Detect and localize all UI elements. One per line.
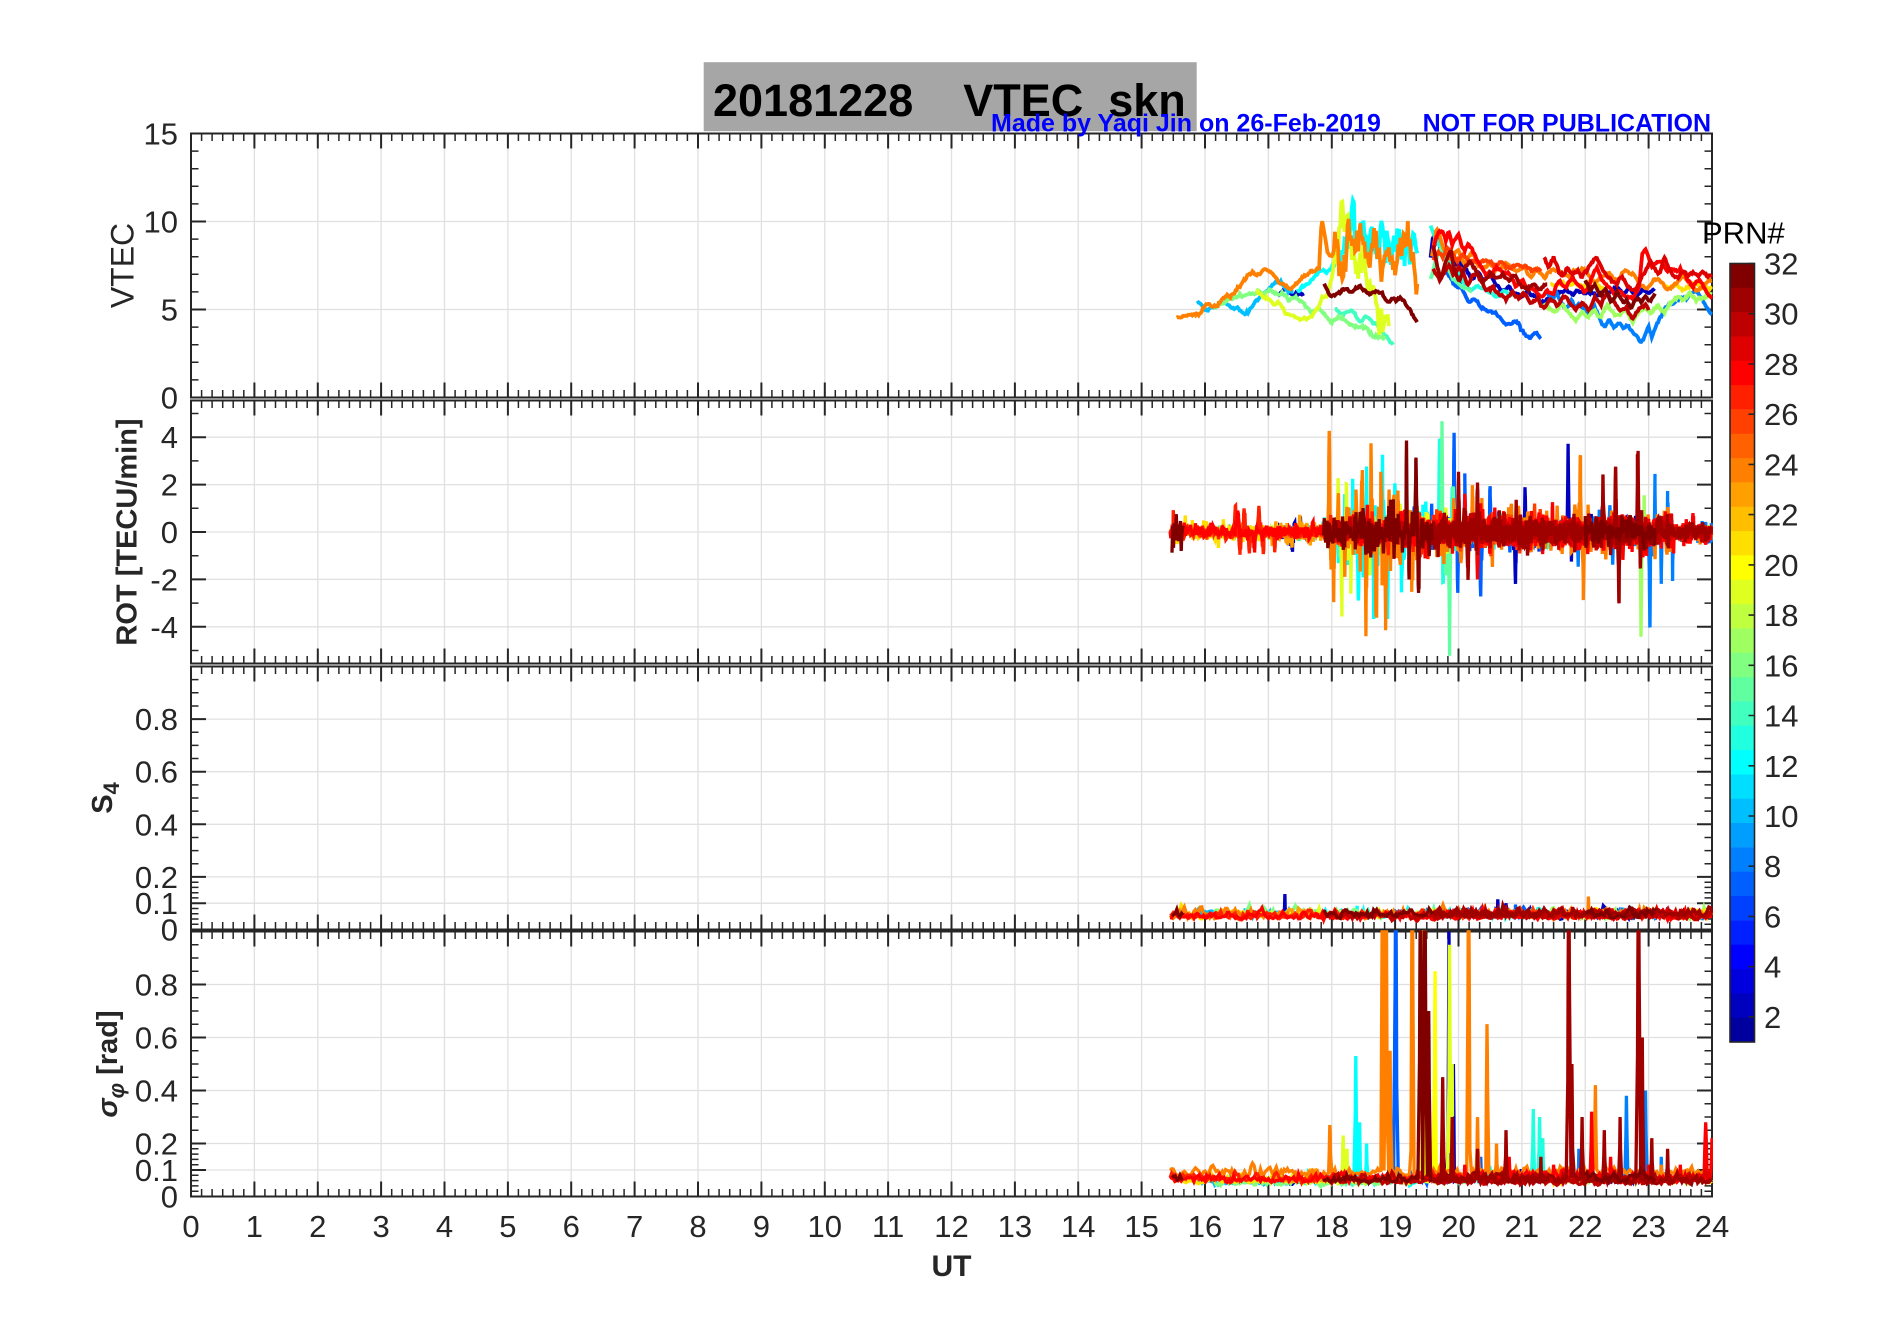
svg-text:2: 2 <box>161 468 178 503</box>
svg-text:ROT [TECU/min]: ROT [TECU/min] <box>112 418 144 645</box>
svg-text:32: 32 <box>1764 247 1798 282</box>
svg-text:7: 7 <box>626 1209 643 1244</box>
svg-text:PRN#: PRN# <box>1702 216 1785 251</box>
svg-text:10: 10 <box>808 1209 842 1244</box>
svg-text:16: 16 <box>1764 648 1798 683</box>
svg-text:18: 18 <box>1315 1209 1349 1244</box>
svg-text:26: 26 <box>1764 397 1798 432</box>
svg-text:VTEC: VTEC <box>105 223 141 308</box>
svg-text:22: 22 <box>1764 498 1798 533</box>
svg-text:14: 14 <box>1061 1209 1095 1244</box>
svg-text:3: 3 <box>372 1209 389 1244</box>
svg-text:5: 5 <box>499 1209 516 1244</box>
svg-text:10: 10 <box>1764 799 1798 834</box>
svg-text:17: 17 <box>1251 1209 1285 1244</box>
svg-text:0.6: 0.6 <box>135 1021 178 1056</box>
svg-text:σφ [rad]: σφ [rad] <box>92 1010 129 1117</box>
svg-text:10: 10 <box>144 205 178 240</box>
svg-text:5: 5 <box>161 293 178 328</box>
svg-text:0.1: 0.1 <box>135 1153 178 1188</box>
svg-text:12: 12 <box>1764 749 1798 784</box>
svg-text:4: 4 <box>161 420 178 455</box>
svg-text:0: 0 <box>161 381 178 416</box>
svg-text:NOT FOR PUBLICATION: NOT FOR PUBLICATION <box>1423 110 1711 138</box>
svg-text:6: 6 <box>563 1209 580 1244</box>
svg-text:UT: UT <box>932 1250 972 1283</box>
svg-text:20181228 VTEC skn: 20181228 VTEC skn <box>713 75 1186 126</box>
svg-text:Made by Yaqi Jin on 26-Feb-201: Made by Yaqi Jin on 26-Feb-2019 <box>991 110 1381 138</box>
svg-text:20: 20 <box>1441 1209 1475 1244</box>
svg-text:0.1: 0.1 <box>135 886 178 921</box>
svg-text:0: 0 <box>161 913 178 948</box>
svg-text:1: 1 <box>246 1209 263 1244</box>
svg-text:0.6: 0.6 <box>135 755 178 790</box>
svg-text:21: 21 <box>1505 1209 1539 1244</box>
svg-text:24: 24 <box>1764 447 1798 482</box>
svg-text:24: 24 <box>1695 1209 1729 1244</box>
svg-text:16: 16 <box>1188 1209 1222 1244</box>
svg-text:2: 2 <box>1764 1000 1781 1035</box>
svg-text:0.2: 0.2 <box>135 860 178 895</box>
svg-text:14: 14 <box>1764 699 1798 734</box>
svg-text:22: 22 <box>1568 1209 1602 1244</box>
svg-text:23: 23 <box>1631 1209 1665 1244</box>
svg-text:6: 6 <box>1764 899 1781 934</box>
svg-text:12: 12 <box>934 1209 968 1244</box>
svg-text:20: 20 <box>1764 548 1798 583</box>
svg-text:0.8: 0.8 <box>135 968 178 1003</box>
svg-text:28: 28 <box>1764 347 1798 382</box>
svg-text:18: 18 <box>1764 598 1798 633</box>
svg-text:0.4: 0.4 <box>135 807 178 842</box>
svg-text:19: 19 <box>1378 1209 1412 1244</box>
svg-text:0: 0 <box>161 1180 178 1215</box>
svg-text:2: 2 <box>309 1209 326 1244</box>
svg-text:-2: -2 <box>150 562 178 597</box>
svg-text:-4: -4 <box>150 610 178 645</box>
svg-text:0: 0 <box>161 515 178 550</box>
svg-text:30: 30 <box>1764 297 1798 332</box>
svg-text:15: 15 <box>1124 1209 1158 1244</box>
svg-text:11: 11 <box>872 1209 904 1244</box>
svg-text:8: 8 <box>689 1209 706 1244</box>
svg-text:15: 15 <box>144 117 178 152</box>
svg-text:0.2: 0.2 <box>135 1127 178 1162</box>
svg-text:0: 0 <box>182 1209 199 1244</box>
svg-text:8: 8 <box>1764 849 1781 884</box>
svg-text:9: 9 <box>753 1209 770 1244</box>
svg-text:0.4: 0.4 <box>135 1074 178 1109</box>
svg-text:13: 13 <box>998 1209 1032 1244</box>
svg-text:0.8: 0.8 <box>135 702 178 737</box>
svg-text:4: 4 <box>436 1209 453 1244</box>
svg-text:4: 4 <box>1764 950 1781 985</box>
